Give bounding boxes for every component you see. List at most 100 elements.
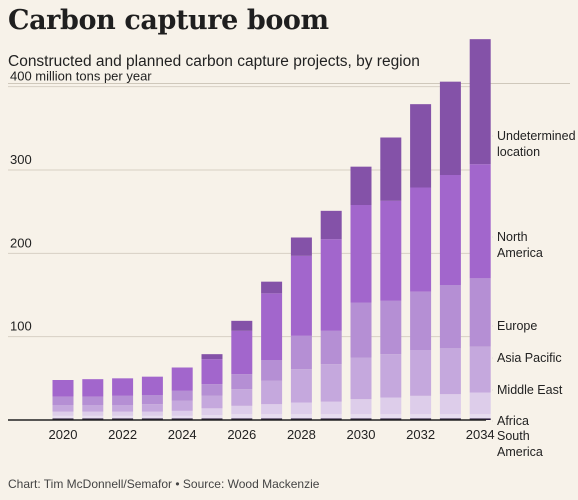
bar-segment-2020-middle-east (52, 411, 74, 416)
bar-segment-2027-undetermined-location (261, 281, 283, 294)
bar-segment-2031-asia-pacific (380, 354, 402, 398)
bar-segment-2032-europe (410, 291, 432, 350)
y-tick-label-300: 300 (10, 152, 32, 167)
bar-segment-2025-north-america (201, 359, 223, 385)
header-divider (8, 83, 570, 84)
bar-segment-2030-north-america (350, 205, 372, 303)
bar-segment-2026-africa (231, 414, 253, 419)
bar-segment-2024-north-america (171, 367, 193, 391)
bar-segment-2020-europe (52, 396, 74, 405)
bar-segment-2032-north-america (410, 187, 432, 292)
y-tick-label-100: 100 (10, 319, 32, 334)
x-tick-label-2028: 2028 (287, 427, 316, 442)
bar-segment-2024-asia-pacific (171, 400, 193, 411)
bar-segment-2032-south-america (410, 418, 432, 420)
y-axis-label: 400 million tons per year (10, 69, 152, 84)
x-tick-label-2024: 2024 (168, 427, 197, 442)
legend-label-europe: Europe (497, 319, 537, 333)
bar-segment-2028-africa (290, 414, 312, 419)
bar-segment-2030-europe (350, 302, 372, 358)
legend-label-south-america: South America (497, 429, 543, 459)
bar-segment-2022-africa (112, 415, 134, 419)
x-tick-label-2034: 2034 (466, 427, 495, 442)
bar-segment-2033-middle-east (439, 394, 461, 415)
bar-segment-2020-africa (52, 415, 74, 419)
bar-segment-2020-south-america (52, 418, 74, 420)
x-tick-label-2026: 2026 (227, 427, 256, 442)
bar-segment-2027-asia-pacific (261, 380, 283, 405)
y-axis: 400 million tons per year 100 200 300 (10, 69, 152, 334)
bar-segment-2021-asia-pacific (82, 405, 104, 412)
bar-segment-2027-europe (261, 360, 283, 381)
bar-segment-2029-asia-pacific (320, 364, 342, 402)
bar-segment-2030-undetermined-location (350, 166, 372, 205)
bar-segment-2026-south-america (231, 418, 253, 420)
bar-segment-2033-south-america (439, 418, 461, 420)
bar-segment-2030-asia-pacific (350, 357, 372, 400)
x-axis: 2020 2022 2024 2026 2028 2030 2032 2034 (8, 419, 495, 442)
bar-segment-2028-undetermined-location (290, 237, 312, 256)
bar-segment-2032-africa (410, 414, 432, 419)
bar-segment-2026-undetermined-location (231, 320, 253, 331)
bar-segment-2025-asia-pacific (201, 395, 223, 409)
bar-segment-2034-undetermined-location (469, 39, 491, 165)
bar-segment-2027-middle-east (261, 404, 283, 415)
bar-segment-2029-undetermined-location (320, 210, 342, 240)
bar-segment-2024-south-america (171, 418, 193, 420)
legend-label-africa: Africa (497, 414, 529, 428)
bar-segment-2022-asia-pacific (112, 405, 134, 412)
bar-segment-2023-europe (141, 395, 163, 405)
bar-segment-2033-asia-pacific (439, 348, 461, 395)
bar-segment-2028-north-america (290, 255, 312, 336)
bar-segment-2023-asia-pacific (141, 404, 163, 412)
bar-segment-2031-africa (380, 414, 402, 419)
bar-segment-2026-middle-east (231, 405, 253, 415)
bar-segment-2024-africa (171, 415, 193, 419)
bar-segment-2028-south-america (290, 418, 312, 420)
bar-segment-2029-south-america (320, 418, 342, 420)
legend-label-asia-pacific: Asia Pacific (497, 351, 562, 365)
bar-segment-2028-asia-pacific (290, 369, 312, 403)
bar-segment-2022-europe (112, 395, 134, 405)
bar-segment-2032-middle-east (410, 395, 432, 415)
bar-segment-2020-north-america (52, 380, 74, 397)
bar-segment-2021-europe (82, 396, 104, 405)
bar-segment-2025-south-america (201, 418, 223, 420)
bar-segment-2021-middle-east (82, 411, 104, 416)
bar-segment-2032-asia-pacific (410, 350, 432, 396)
bar-segment-2032-undetermined-location (410, 104, 432, 188)
bar-segment-2030-middle-east (350, 399, 372, 415)
legend-label-undetermined-location: Undetermined location (497, 129, 576, 159)
chart-title: Carbon capture boom (8, 5, 329, 36)
bar-segment-2031-undetermined-location (380, 137, 402, 201)
bar-segment-2031-south-america (380, 418, 402, 420)
x-tick-label-2020: 2020 (49, 427, 78, 442)
bar-segment-2031-europe (380, 300, 402, 355)
bar-segment-2033-europe (439, 285, 461, 349)
bar-segment-2034-asia-pacific (469, 346, 491, 393)
bar-segment-2033-undetermined-location (439, 81, 461, 175)
bar-segment-2029-middle-east (320, 401, 342, 415)
bar-segment-2027-north-america (261, 293, 283, 360)
bar-segment-2034-europe (469, 278, 491, 347)
bar-segment-2034-africa (469, 414, 491, 419)
bar-segment-2022-south-america (112, 418, 134, 420)
bar-segment-2026-europe (231, 374, 253, 390)
bar-segment-2027-africa (261, 414, 283, 419)
bar-segment-2023-south-america (141, 418, 163, 420)
y-tick-label-200: 200 (10, 235, 32, 250)
x-tick-label-2030: 2030 (347, 427, 376, 442)
bar-segment-2025-undetermined-location (201, 354, 223, 360)
bar-segment-2031-north-america (380, 200, 402, 301)
bar-segment-2021-south-america (82, 418, 104, 420)
bar-segment-2026-north-america (231, 330, 253, 375)
bar-segment-2029-africa (320, 414, 342, 419)
x-tick-label-2032: 2032 (406, 427, 435, 442)
bar-segment-2034-middle-east (469, 392, 491, 415)
bar-segment-2025-middle-east (201, 408, 223, 415)
bar-segment-2020-asia-pacific (52, 405, 74, 412)
bar-segment-2029-north-america (320, 239, 342, 331)
bar-segment-2021-north-america (82, 379, 104, 397)
